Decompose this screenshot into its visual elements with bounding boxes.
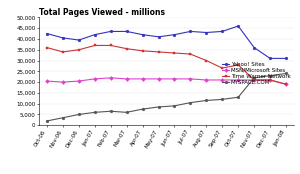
Line: Yahoo! Sites: Yahoo! Sites xyxy=(46,25,287,60)
MSN/Microsoft Sites xyxy=(220,79,224,81)
Yahoo! Sites xyxy=(141,34,144,36)
Legend: Yahoo! Sites, MSN/Microsoft Sites, Time Warner Network, MYSPACE.COM: Yahoo! Sites, MSN/Microsoft Sites, Time … xyxy=(222,61,291,86)
MSN/Microsoft Sites xyxy=(109,77,112,79)
MYSPACE.COM xyxy=(45,120,49,122)
MSN/Microsoft Sites xyxy=(157,78,160,80)
Yahoo! Sites xyxy=(220,30,224,33)
Text: Total Pages Viewed - millions: Total Pages Viewed - millions xyxy=(39,8,165,17)
Time Warner Network xyxy=(189,53,192,55)
MYSPACE.COM xyxy=(93,111,97,113)
Yahoo! Sites xyxy=(205,31,208,34)
Yahoo! Sites xyxy=(189,30,192,33)
Yahoo! Sites xyxy=(77,39,81,41)
MYSPACE.COM xyxy=(157,106,160,108)
Time Warner Network xyxy=(205,60,208,62)
MYSPACE.COM xyxy=(125,111,128,113)
Time Warner Network xyxy=(61,51,65,53)
MYSPACE.COM xyxy=(268,75,272,77)
MSN/Microsoft Sites xyxy=(205,79,208,81)
MSN/Microsoft Sites xyxy=(141,78,144,80)
Yahoo! Sites xyxy=(268,57,272,60)
Yahoo! Sites xyxy=(157,36,160,38)
MSN/Microsoft Sites xyxy=(77,80,81,82)
MYSPACE.COM xyxy=(236,96,240,98)
MYSPACE.COM xyxy=(189,102,192,104)
Time Warner Network xyxy=(268,79,272,81)
Time Warner Network xyxy=(173,52,176,54)
Time Warner Network xyxy=(157,51,160,53)
Time Warner Network xyxy=(109,44,112,46)
MYSPACE.COM xyxy=(77,113,81,116)
Time Warner Network xyxy=(252,79,256,81)
MSN/Microsoft Sites xyxy=(189,78,192,80)
MYSPACE.COM xyxy=(220,98,224,100)
Time Warner Network xyxy=(220,67,224,69)
MYSPACE.COM xyxy=(205,99,208,101)
MSN/Microsoft Sites xyxy=(61,81,65,83)
MSN/Microsoft Sites xyxy=(236,79,240,81)
Line: MSN/Microsoft Sites: MSN/Microsoft Sites xyxy=(46,76,287,86)
Yahoo! Sites xyxy=(173,34,176,36)
Time Warner Network xyxy=(284,83,288,85)
Line: Time Warner Network: Time Warner Network xyxy=(46,44,287,86)
MSN/Microsoft Sites xyxy=(252,79,256,81)
Time Warner Network xyxy=(45,47,49,49)
Time Warner Network xyxy=(236,64,240,66)
Yahoo! Sites xyxy=(93,34,97,36)
Yahoo! Sites xyxy=(45,33,49,35)
MSN/Microsoft Sites xyxy=(284,83,288,85)
Time Warner Network xyxy=(77,49,81,51)
Yahoo! Sites xyxy=(284,57,288,60)
Yahoo! Sites xyxy=(109,30,112,33)
Line: MYSPACE.COM: MYSPACE.COM xyxy=(46,72,287,122)
MYSPACE.COM xyxy=(284,72,288,74)
MYSPACE.COM xyxy=(109,110,112,112)
MSN/Microsoft Sites xyxy=(93,78,97,80)
Yahoo! Sites xyxy=(61,37,65,39)
MYSPACE.COM xyxy=(61,117,65,119)
MSN/Microsoft Sites xyxy=(268,79,272,81)
Yahoo! Sites xyxy=(236,25,240,27)
Yahoo! Sites xyxy=(252,47,256,49)
MSN/Microsoft Sites xyxy=(173,78,176,80)
MSN/Microsoft Sites xyxy=(45,80,49,82)
MSN/Microsoft Sites xyxy=(125,78,128,80)
Time Warner Network xyxy=(93,44,97,46)
Time Warner Network xyxy=(125,48,128,50)
MYSPACE.COM xyxy=(141,108,144,110)
Yahoo! Sites xyxy=(125,30,128,33)
MYSPACE.COM xyxy=(173,105,176,107)
Time Warner Network xyxy=(141,50,144,52)
MYSPACE.COM xyxy=(252,77,256,79)
